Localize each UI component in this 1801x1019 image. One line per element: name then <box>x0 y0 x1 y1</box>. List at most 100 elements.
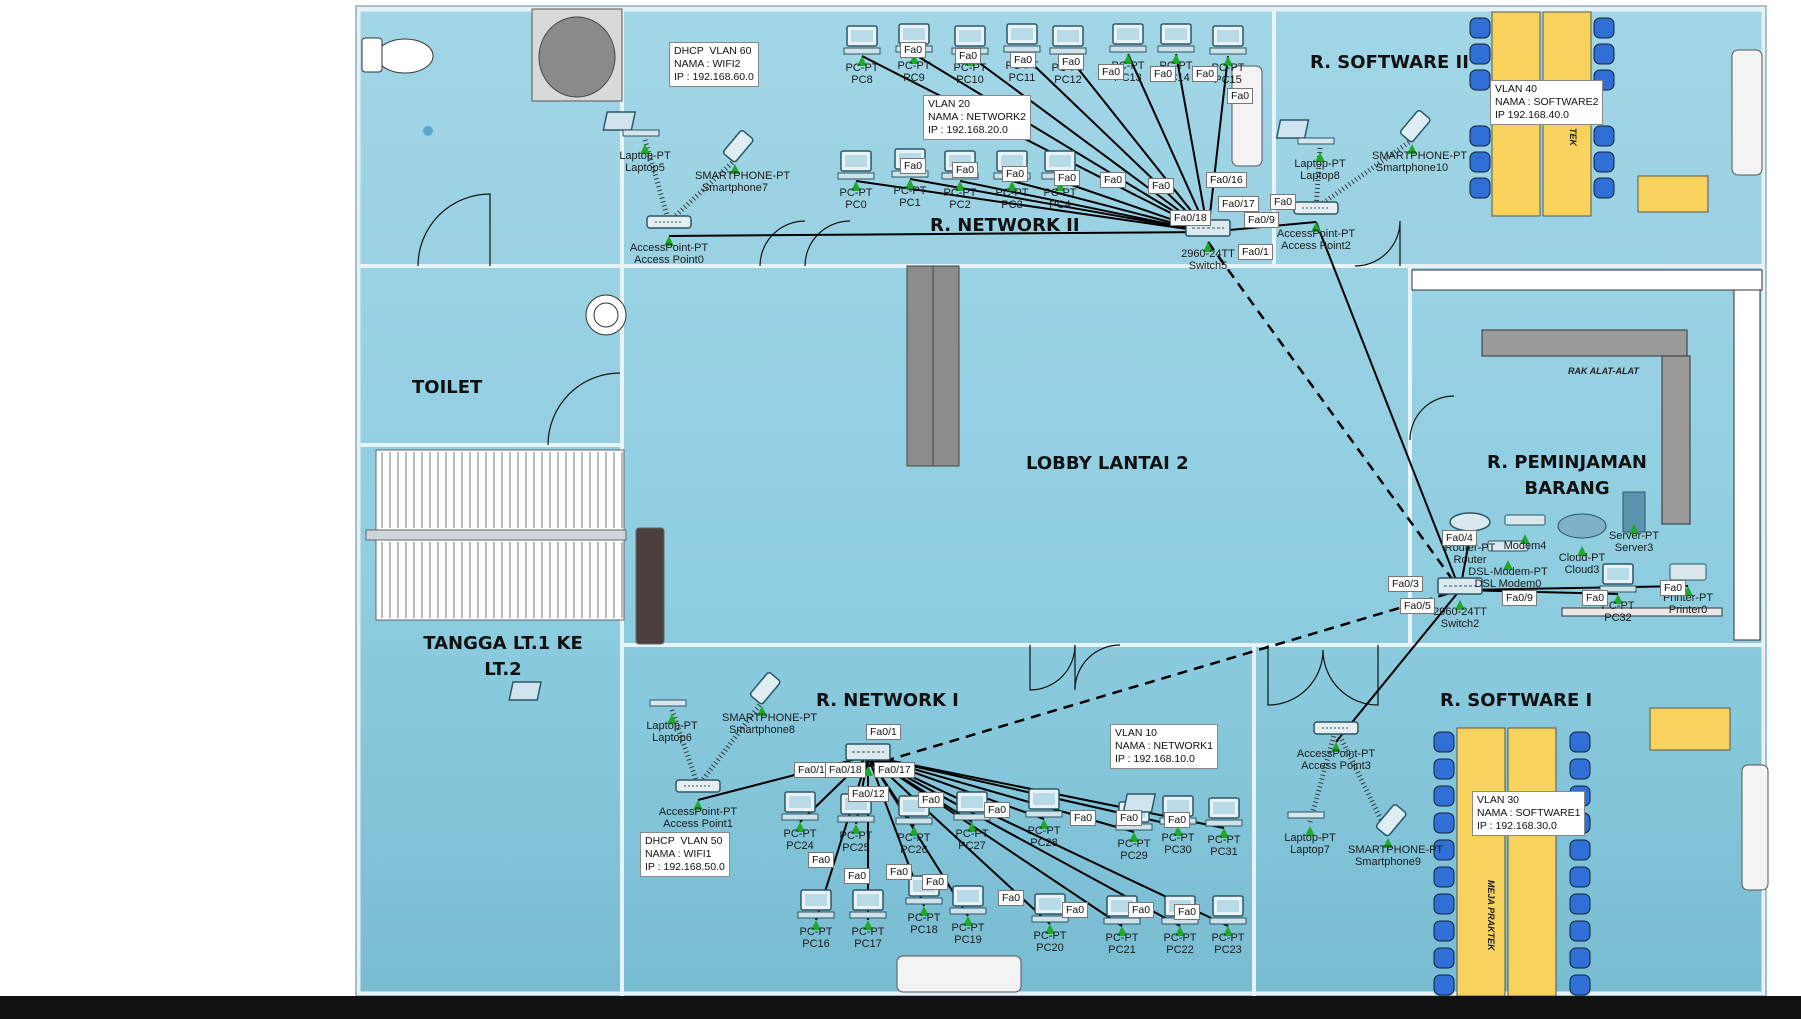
pc19-pc-icon[interactable] <box>949 885 987 915</box>
device-type: SMARTPHONE-PT <box>722 712 818 724</box>
label-modem4: Modem4 <box>1485 540 1565 552</box>
device-name: DSL Modem0 <box>1474 578 1542 590</box>
device-type: PC-PT <box>943 187 977 199</box>
link-pc15-switch5 <box>1207 55 1229 233</box>
port-label: Fa0 <box>1002 166 1029 182</box>
device-name: Access Point0 <box>634 254 704 266</box>
device-type: PC-PT <box>897 60 931 72</box>
label-pc2: PC-PT PC2 <box>920 187 1000 211</box>
switch2-switch-icon[interactable] <box>1437 577 1483 595</box>
link-light <box>851 824 861 834</box>
device-name: PC29 <box>1120 850 1148 862</box>
device-name: PC30 <box>1164 844 1192 856</box>
link-pc11-switch5 <box>1021 53 1209 233</box>
port-label: Fa0 <box>1227 88 1254 104</box>
wifi-smartphone8 <box>696 700 764 788</box>
room-software2: R. SOFTWARE II <box>1310 52 1469 73</box>
link-light <box>1455 600 1465 610</box>
cloud3-cloud-icon[interactable] <box>1557 513 1607 539</box>
device-name: PC25 <box>842 842 870 854</box>
port-label: Fa0 <box>1070 810 1097 826</box>
label-cloud3: Cloud-PT Cloud3 <box>1542 552 1622 576</box>
device-type: Laptop-PT <box>1284 832 1336 844</box>
label-laptop7: Laptop-PT Laptop7 <box>1270 832 1350 856</box>
shelves <box>1411 269 1763 641</box>
router-router-icon[interactable] <box>1449 512 1491 532</box>
pc17-pc-icon[interactable] <box>849 889 887 919</box>
label-pc27: PC-PT PC27 <box>932 828 1012 852</box>
link-light <box>919 906 929 916</box>
pc13-pc-icon[interactable] <box>1109 23 1147 53</box>
pc15-pc-icon[interactable] <box>1209 25 1247 55</box>
link-light <box>1173 826 1183 836</box>
device-name: Laptop7 <box>1290 844 1330 856</box>
pc14-pc-icon[interactable] <box>1157 23 1195 53</box>
note-vlan40: VLAN 40 NAMA : SOFTWARE2 IP 192.168.40.0 <box>1490 80 1604 125</box>
label-pc28: PC-PT PC28 <box>1004 825 1084 849</box>
device-type: PC-PT <box>955 828 989 840</box>
laptop6-laptop-icon[interactable] <box>508 681 687 707</box>
pc16-pc-icon[interactable] <box>797 889 835 919</box>
device-name: PC17 <box>854 938 882 950</box>
smartphone8-phone-icon[interactable] <box>749 672 781 705</box>
label-pc3: PC-PT PC3 <box>972 187 1052 211</box>
device-name: Modem4 <box>1503 540 1547 552</box>
device-name: PC31 <box>1210 846 1238 858</box>
label-smartphone7: SMARTPHONE-PT Smartphone7 <box>695 170 790 194</box>
pc28-pc-icon[interactable] <box>1025 788 1063 818</box>
device-name: PC3 <box>1001 199 1023 211</box>
pc23-pc-icon[interactable] <box>1209 895 1247 925</box>
device-name: PC32 <box>1604 612 1632 624</box>
pc12-pc-icon[interactable] <box>1049 25 1087 55</box>
smartphone10-phone-icon[interactable] <box>1399 110 1431 143</box>
pc11-pc-icon[interactable] <box>1003 23 1041 53</box>
port-label: Fa0 <box>1128 902 1155 918</box>
link-light <box>851 181 861 191</box>
link-light <box>967 822 977 832</box>
doors <box>417 193 1455 706</box>
label-ap3: AccessPoint-PT Access Point3 <box>1296 748 1376 772</box>
device-name: Laptop8 <box>1300 170 1340 182</box>
ap2-ap-icon[interactable] <box>1293 201 1339 215</box>
label-meja-praktek: MEJA PRAKTEK <box>1486 880 1496 951</box>
device-type: Cloud-PT <box>1558 552 1606 564</box>
link-light <box>667 714 677 724</box>
laptop8-laptop-icon[interactable] <box>1275 119 1335 145</box>
port-label: Fa0 <box>984 802 1011 818</box>
port-label: Fa0/1 <box>1238 244 1273 260</box>
smartphone7-phone-icon[interactable] <box>722 130 754 163</box>
label-pc17: PC-PT PC17 <box>828 926 908 950</box>
printer0-printer-icon[interactable] <box>1669 563 1707 581</box>
switch1-switch-icon[interactable] <box>845 743 891 761</box>
pc24-pc-icon[interactable] <box>781 791 819 821</box>
port-label: Fa0 <box>808 852 835 868</box>
pc31-pc-icon[interactable] <box>1205 797 1243 827</box>
port-label: Fa0 <box>886 864 913 880</box>
modem4-modem-icon[interactable] <box>1504 514 1546 526</box>
device-type: PC-PT <box>1033 930 1067 942</box>
smartphone9-phone-icon[interactable] <box>1375 804 1407 837</box>
link-light <box>811 920 821 930</box>
ap1-ap-icon[interactable] <box>675 779 721 793</box>
link-light <box>1223 926 1233 936</box>
device-name: PC24 <box>786 840 814 852</box>
ap0-ap-icon[interactable] <box>646 215 692 229</box>
device-type: DSL-Modem-PT <box>1468 566 1548 578</box>
pc32-pc-icon[interactable] <box>1599 563 1637 593</box>
link-light <box>963 916 973 926</box>
pc8-pc-icon[interactable] <box>843 25 881 55</box>
modem0-modem-icon[interactable] <box>1487 540 1529 552</box>
link-light <box>1503 560 1513 570</box>
link-light <box>1305 826 1315 836</box>
ap3-ap-icon[interactable] <box>1313 721 1359 735</box>
label-rak: RAK ALAT-ALAT <box>1568 366 1639 376</box>
label-pc30: PC-PT PC30 <box>1138 832 1218 856</box>
link-pc10-switch5 <box>969 55 1209 233</box>
port-label: Fa0 <box>1062 902 1089 918</box>
device-type: 2960-24TT <box>1433 606 1487 618</box>
port-label: Fa0/17 <box>874 762 915 778</box>
device-name: Smartphone10 <box>1375 162 1449 174</box>
link-pc9-switch5 <box>913 53 1209 233</box>
pc0-pc-icon[interactable] <box>837 150 875 180</box>
laptop5-laptop-icon[interactable] <box>602 111 660 137</box>
